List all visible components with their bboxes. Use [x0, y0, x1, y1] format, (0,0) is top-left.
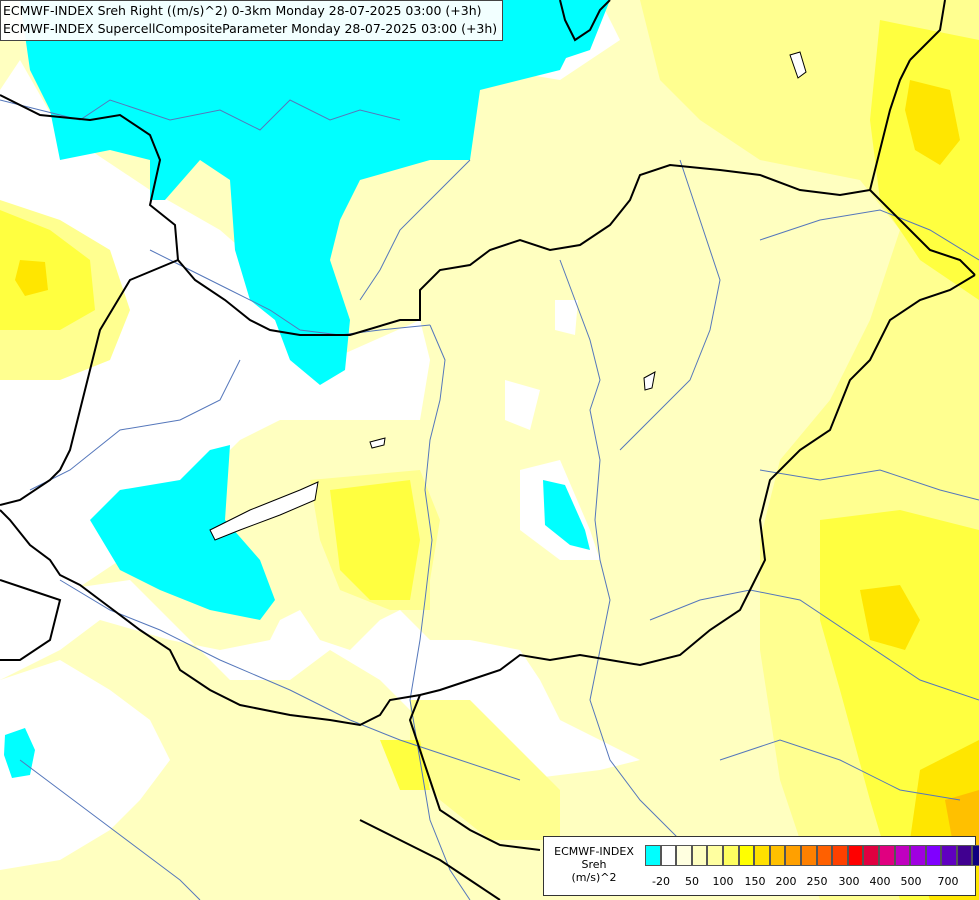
legend-tick-label: 50: [685, 875, 699, 888]
legend-swatch: [925, 845, 942, 866]
legend-swatch: [863, 845, 879, 866]
legend-label-line3: (m/s)^2: [571, 871, 617, 884]
title-supercell: ECMWF-INDEX SupercellCompositeParameter …: [3, 21, 498, 36]
legend-swatch: [816, 845, 833, 866]
legend-swatch: [878, 845, 895, 866]
legend-swatch: [676, 845, 692, 866]
legend-label: ECMWF-INDEX Sreh (m/s)^2: [546, 845, 642, 884]
legend-swatch: [645, 845, 661, 866]
legend-swatch: [941, 845, 957, 866]
cyan-regions: [4, 0, 610, 778]
legend-swatch: [800, 845, 817, 866]
legend-swatch: [832, 845, 848, 866]
legend-swatch: [847, 845, 864, 866]
legend-swatch: [769, 845, 786, 866]
legend-tick-label: 300: [838, 875, 860, 888]
legend-swatches: [645, 845, 979, 866]
legend-tick-label: -20: [652, 875, 670, 888]
legend-tick-label: 250: [806, 875, 828, 888]
title-sreh: ECMWF-INDEX Sreh Right ((m/s)^2) 0-3km M…: [3, 3, 482, 18]
legend-swatch: [910, 845, 926, 866]
legend-tick-label: 500: [900, 875, 922, 888]
legend-label-line2: Sreh: [581, 858, 607, 871]
legend-swatch: [738, 845, 755, 866]
lakes: [209, 51, 807, 541]
legend-swatch: [956, 845, 973, 866]
legend-swatch: [894, 845, 911, 866]
legend-tick-label: 200: [775, 875, 797, 888]
legend-ticks: -20 50 100 150 200 250 300 400 500 700: [645, 875, 975, 889]
legend-tick-label: 100: [712, 875, 734, 888]
legend-tick-label: 700: [937, 875, 959, 888]
legend-tick-label: 150: [744, 875, 766, 888]
map-title-box: ECMWF-INDEX Sreh Right ((m/s)^2) 0-3km M…: [0, 0, 504, 41]
legend-swatch: [707, 845, 723, 866]
legend-swatch: [785, 845, 801, 866]
legend-swatch: [691, 845, 708, 866]
legend-swatch: [972, 845, 979, 866]
legend-swatch: [660, 845, 677, 866]
color-legend: ECMWF-INDEX Sreh (m/s)^2 -20 50 100 150 200 2…: [543, 836, 979, 896]
legend-swatch: [722, 845, 739, 866]
legend-label-line1: ECMWF-INDEX: [554, 845, 634, 858]
rivers: [0, 99, 979, 900]
legend-swatch: [754, 845, 770, 866]
legend-tick-label: 400: [869, 875, 891, 888]
